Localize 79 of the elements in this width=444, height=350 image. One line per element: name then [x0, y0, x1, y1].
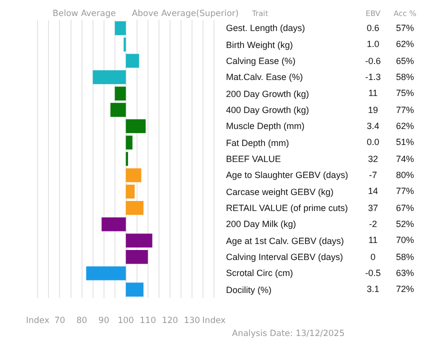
data-label: 14	[358, 183, 388, 200]
data-label: -0.5	[358, 265, 388, 282]
data-label: 11	[358, 85, 388, 102]
bar	[126, 119, 146, 134]
data-label: 1.0	[358, 36, 388, 53]
data-label: 63%	[390, 265, 420, 282]
text: Below Average	[52, 9, 116, 20]
y-tick-label: Age to Slaughter GEBV (days)	[226, 169, 348, 182]
bar	[126, 54, 140, 68]
data-label: 77%	[390, 102, 420, 118]
data-label: 52%	[390, 216, 420, 232]
bar	[126, 136, 132, 150]
y-tick-label: Calving Interval GEBV (days)	[226, 250, 344, 264]
x-tick-label: 120	[162, 316, 178, 326]
data-label: 0	[358, 248, 388, 266]
bar	[126, 184, 135, 199]
x-tick-label: 130	[184, 316, 200, 326]
y-tick-label: Fat Depth (mm)	[226, 136, 290, 150]
data-label: 37	[358, 200, 388, 216]
y-tick-label: Carcase weight GEBV (kg)	[226, 186, 334, 199]
data-label: 0.0	[358, 134, 388, 151]
data-label: 19	[358, 102, 388, 118]
x-tick-label: 110	[140, 316, 156, 326]
data-label: 32	[358, 150, 388, 168]
data-label: -2	[358, 216, 388, 232]
bar	[126, 152, 128, 166]
bar	[126, 282, 144, 297]
y-tick-label: Calving Ease (%)	[226, 54, 296, 68]
x-tick-label: 90	[98, 316, 110, 326]
y-tick-label: Age at 1st Calv. GEBV (days)	[226, 234, 344, 248]
y-tick-label: Docility (%)	[226, 284, 272, 297]
data-label: 67%	[390, 200, 420, 216]
data-label: 65%	[390, 52, 420, 69]
y-tick-label: 400 Day Growth (kg)	[226, 104, 310, 117]
x-tick-label: Index	[26, 316, 50, 326]
bar	[126, 250, 148, 264]
y-tick-label: 200 Day Milk (kg)	[226, 218, 296, 232]
y-tick-label: BEEF VALUE	[226, 152, 281, 166]
data-label: 0.6	[358, 20, 388, 36]
bar	[126, 234, 152, 248]
data-label: 58%	[390, 248, 420, 266]
x-tick-label: 100	[118, 316, 134, 326]
data-label: 51%	[390, 134, 420, 151]
bar	[102, 217, 126, 232]
x-tick-label: 70	[54, 316, 66, 326]
x-tick-label: 80	[76, 316, 88, 326]
text: Above Average(Superior)	[132, 9, 239, 20]
data-label: 80%	[390, 167, 420, 184]
data-label: 62%	[390, 118, 420, 134]
bar	[92, 70, 126, 84]
data-label: 62%	[390, 36, 420, 53]
y-tick-label: Scrotal Circ (cm)	[226, 267, 293, 280]
bar	[126, 200, 144, 215]
y-tick-label: Birth Weight (kg)	[226, 38, 293, 52]
data-label: 3.4	[358, 118, 388, 134]
bar	[126, 168, 142, 182]
bar	[114, 21, 126, 36]
data-label: 3.1	[358, 281, 388, 298]
data-label: 77%	[390, 183, 420, 200]
data-label: 75%	[390, 85, 420, 102]
data-label: -7	[358, 167, 388, 184]
y-tick-label: RETAIL VALUE (of prime cuts)	[226, 202, 348, 215]
data-label: 57%	[390, 20, 420, 36]
data-label: 70%	[390, 232, 420, 249]
x-tick-label: Index	[202, 316, 226, 326]
bar	[110, 102, 126, 117]
y-tick-label: Muscle Depth (mm)	[226, 120, 305, 134]
y-tick-label: 200 Day Growth (kg)	[226, 88, 310, 101]
y-tick-label: Mat.Calv. Ease (%)	[226, 71, 303, 84]
bar	[86, 266, 126, 280]
data-label: -1.3	[358, 69, 388, 86]
data-label: 11	[358, 232, 388, 249]
data-label: 58%	[390, 69, 420, 86]
text: Analysis Date: 13/12/2025	[232, 329, 345, 340]
bar	[114, 86, 126, 100]
y-tick-label: Gest. Length (days)	[226, 22, 306, 36]
data-label: -0.6	[358, 52, 388, 69]
data-label: 74%	[390, 150, 420, 168]
data-label: 72%	[390, 281, 420, 298]
